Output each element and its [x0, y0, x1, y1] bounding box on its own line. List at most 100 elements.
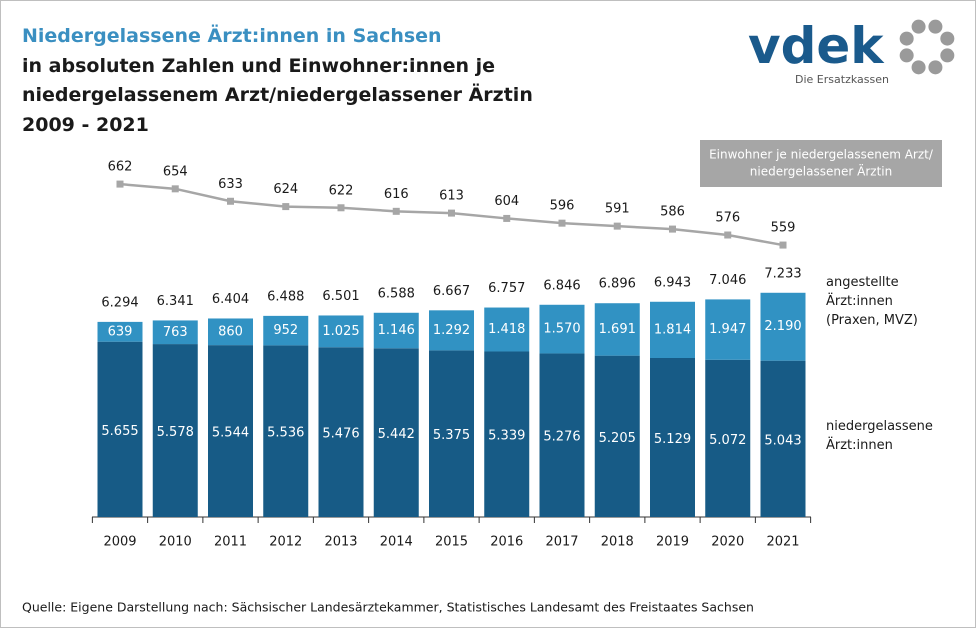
logo-dot — [899, 48, 914, 63]
bar-value-label: 5.476 — [322, 427, 359, 442]
bar-value-label: 5.578 — [157, 425, 194, 440]
bar-value-label: 1.146 — [378, 323, 415, 338]
bar-segment — [539, 304, 585, 354]
line-value-label: 633 — [218, 177, 243, 192]
bar-value-label: 5.129 — [654, 432, 691, 447]
bar-segment — [650, 301, 695, 359]
bar-segment — [705, 359, 751, 517]
x-tick-label: 2019 — [656, 535, 689, 550]
bar-segment — [318, 315, 364, 348]
bar-segment — [429, 310, 474, 351]
series-label: niedergelassene — [826, 419, 933, 434]
line-value-label: 596 — [550, 199, 575, 214]
bar-segment — [263, 345, 309, 517]
line-marker — [613, 222, 621, 230]
total-label: 6.896 — [599, 277, 636, 292]
bar-value-label: 2.190 — [764, 319, 801, 334]
bar-segment — [97, 321, 143, 342]
bar-segment — [152, 320, 198, 345]
bar-value-label: 5.043 — [764, 433, 801, 448]
bar-segment — [484, 307, 530, 352]
bar-value-label: 5.544 — [212, 426, 249, 441]
line-value-label: 624 — [273, 182, 298, 197]
line-value-label: 586 — [660, 205, 685, 220]
total-label: 7.233 — [764, 266, 801, 281]
bar-segment — [705, 299, 751, 360]
total-label: 6.488 — [267, 289, 304, 304]
line-marker — [669, 225, 676, 233]
line-marker — [392, 207, 400, 215]
x-tick-label: 2009 — [103, 535, 136, 550]
bar-value-label: 763 — [163, 325, 188, 340]
line-value-label: 604 — [494, 194, 519, 209]
total-label: 6.501 — [322, 289, 359, 304]
x-tick-label: 2014 — [380, 535, 413, 550]
chart-title: Niedergelassene Ärzt:innen in Sachsen — [22, 23, 442, 47]
bar-value-label: 1.292 — [433, 323, 470, 338]
bar-segment — [152, 344, 198, 517]
logo-dot — [928, 19, 943, 34]
line-value-label: 591 — [605, 202, 630, 217]
line-value-label: 662 — [108, 160, 133, 175]
bar-segment — [373, 312, 419, 349]
logo-dot — [940, 48, 955, 63]
x-tick-label: 2013 — [324, 535, 357, 550]
bar-segment — [429, 350, 474, 517]
line-value-label: 616 — [384, 187, 409, 202]
x-tick-label: 2012 — [269, 535, 302, 550]
bar-segment — [650, 358, 695, 517]
line-marker — [337, 204, 345, 212]
total-label: 7.046 — [709, 273, 746, 288]
legend-label: Einwohner je niedergelassenem Arzt/ — [709, 148, 934, 162]
total-label: 6.943 — [654, 275, 691, 290]
subtitle: niedergelassenem Arzt/niedergelassener Ä… — [22, 82, 533, 106]
series-label: (Praxen, MVZ) — [826, 313, 918, 328]
bar-segment — [318, 347, 364, 517]
line-marker — [503, 214, 511, 222]
line-value-label: 613 — [439, 189, 464, 204]
x-tick-label: 2011 — [214, 535, 247, 550]
x-tick-label: 2021 — [766, 535, 799, 550]
bar-value-label: 5.276 — [543, 430, 580, 445]
total-label: 6.588 — [378, 286, 415, 301]
total-label: 6.404 — [212, 292, 249, 307]
series-label: Ärzt:innen — [826, 437, 893, 453]
bar-value-label: 5.442 — [378, 427, 415, 442]
bar-value-label: 5.655 — [101, 424, 138, 439]
logo-tagline: Die Ersatzkassen — [795, 73, 889, 86]
line-marker — [227, 197, 234, 205]
bar-segment — [760, 360, 806, 517]
total-label: 6.757 — [488, 281, 525, 296]
logo-dot — [928, 60, 943, 75]
bar-segment — [484, 351, 530, 517]
logo-dot — [911, 60, 926, 75]
bar-value-label: 860 — [218, 324, 243, 339]
line-marker — [558, 219, 566, 227]
logo-dot — [899, 31, 914, 46]
line-value-label: 559 — [771, 221, 796, 236]
bar-value-label: 5.339 — [488, 429, 525, 444]
bar-value-label: 5.205 — [599, 431, 636, 446]
total-label: 6.667 — [433, 284, 470, 299]
bar-segment — [97, 341, 143, 517]
line-marker — [282, 203, 290, 211]
bar-segment — [208, 318, 253, 346]
series-label: Ärzt:innen — [826, 293, 893, 309]
x-tick-label: 2010 — [159, 535, 192, 550]
total-label: 6.341 — [157, 294, 194, 309]
bar-segment — [760, 292, 806, 361]
bar-segment — [208, 345, 253, 517]
line-marker — [116, 180, 124, 188]
bar-value-label: 1.691 — [599, 322, 636, 337]
x-tick-label: 2020 — [711, 535, 744, 550]
bar-value-label: 5.375 — [433, 428, 470, 443]
bar-value-label: 5.072 — [709, 433, 746, 448]
line-value-label: 576 — [715, 211, 740, 226]
bar-value-label: 952 — [273, 323, 298, 338]
bar-value-label: 1.570 — [543, 322, 580, 337]
x-tick-label: 2017 — [545, 535, 578, 550]
x-tick-label: 2018 — [601, 535, 634, 550]
bar-segment — [539, 353, 585, 517]
bar-value-label: 639 — [108, 324, 133, 339]
